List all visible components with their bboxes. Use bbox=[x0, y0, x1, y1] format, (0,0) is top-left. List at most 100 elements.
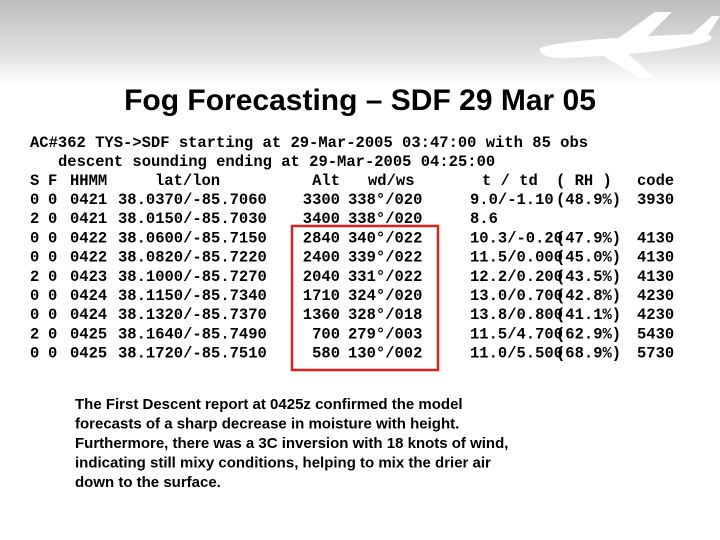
table-cell: 10.3/-0.20 bbox=[470, 229, 563, 247]
table-cell: (42.8%) bbox=[556, 287, 621, 305]
table-cell: 2 bbox=[30, 268, 39, 286]
table-cell: 38.0150/-85.7030 bbox=[118, 210, 267, 228]
table-cell: 4130 bbox=[637, 268, 674, 286]
table-cell: 2040 bbox=[303, 268, 340, 286]
table-cell: 338°/020 bbox=[348, 210, 422, 228]
table-cell: 9.0/-1.10 bbox=[470, 191, 554, 209]
table-cell: 580 bbox=[312, 345, 340, 363]
table-cell: 38.1150/-85.7340 bbox=[118, 287, 267, 305]
table-cell: (43.5%) bbox=[556, 268, 621, 286]
table-cell: 331°/022 bbox=[348, 268, 422, 286]
table-cell: 4130 bbox=[637, 229, 674, 247]
paragraph-line: down to the surface. bbox=[75, 474, 221, 491]
table-cell: 4230 bbox=[637, 306, 674, 324]
table-cell: 13.0/0.700 bbox=[470, 287, 563, 305]
table-header-cell: code bbox=[637, 172, 674, 190]
table-cell: 13.8/0.800 bbox=[470, 306, 563, 324]
table-cell: 38.0600/-85.7150 bbox=[118, 229, 267, 247]
table-cell: 38.1720/-85.7510 bbox=[118, 345, 267, 363]
table-header-cell: ( RH ) bbox=[556, 172, 612, 190]
table-cell: 0 bbox=[48, 268, 57, 286]
table-cell: 11.5/4.700 bbox=[470, 325, 563, 343]
table-cell: (68.9%) bbox=[556, 345, 621, 363]
intro-line: descent sounding ending at 29-Mar-2005 0… bbox=[58, 153, 495, 171]
table-cell: 0421 bbox=[70, 191, 107, 209]
table-cell: 0 bbox=[48, 249, 57, 267]
table-cell: 3930 bbox=[637, 191, 674, 209]
table-cell: 0 bbox=[48, 210, 57, 228]
table-cell: 0 bbox=[30, 191, 39, 209]
table-cell: 0422 bbox=[70, 249, 107, 267]
table-cell: 338°/020 bbox=[348, 191, 422, 209]
table-header-cell: wd/ws bbox=[368, 172, 415, 190]
table-header-cell: S bbox=[30, 172, 39, 190]
table-cell: 0 bbox=[48, 287, 57, 305]
table-cell: 0 bbox=[30, 287, 39, 305]
table-cell: 0425 bbox=[70, 345, 107, 363]
table-cell: 0 bbox=[30, 249, 39, 267]
table-header-cell: HHMM bbox=[70, 172, 107, 190]
table-cell: 340°/022 bbox=[348, 229, 422, 247]
table-cell: (41.1%) bbox=[556, 306, 621, 324]
table-cell: 11.0/5.500 bbox=[470, 345, 563, 363]
table-cell: 0424 bbox=[70, 306, 107, 324]
table-header-cell: t / td bbox=[482, 172, 538, 190]
paragraph-line: indicating still mixy conditions, helpin… bbox=[75, 455, 491, 472]
table-cell: (47.9%) bbox=[556, 229, 621, 247]
intro-line: AC#362 TYS->SDF starting at 29-Mar-2005 … bbox=[30, 134, 588, 152]
table-cell: 38.1640/-85.7490 bbox=[118, 325, 267, 343]
table-cell: 11.5/0.000 bbox=[470, 249, 563, 267]
table-cell: 700 bbox=[312, 325, 340, 343]
table-cell: 38.1320/-85.7370 bbox=[118, 306, 267, 324]
table-cell: 328°/018 bbox=[348, 306, 422, 324]
table-cell: 0421 bbox=[70, 210, 107, 228]
table-cell: 1360 bbox=[303, 306, 340, 324]
table-cell: (62.9%) bbox=[556, 325, 621, 343]
table-cell: 38.0820/-85.7220 bbox=[118, 249, 267, 267]
title: Fog Forecasting – SDF 29 Mar 05 bbox=[124, 84, 596, 117]
table-cell: 0 bbox=[48, 191, 57, 209]
table-cell: 324°/020 bbox=[348, 287, 422, 305]
table-cell: 38.1000/-85.7270 bbox=[118, 268, 267, 286]
table-cell: 0 bbox=[48, 345, 57, 363]
table-cell: 279°/003 bbox=[348, 325, 422, 343]
table-cell: 0 bbox=[48, 306, 57, 324]
table-cell: 130°/002 bbox=[348, 345, 422, 363]
table-cell: 0424 bbox=[70, 287, 107, 305]
table-cell: 0425 bbox=[70, 325, 107, 343]
table-cell: (45.0%) bbox=[556, 249, 621, 267]
table-header-cell: lat/lon bbox=[155, 172, 220, 190]
highlight-box bbox=[290, 224, 440, 372]
table-header-cell: F bbox=[48, 172, 57, 190]
table-cell: 3400 bbox=[303, 210, 340, 228]
table-cell: 1710 bbox=[303, 287, 340, 305]
table-cell: (48.9%) bbox=[556, 191, 621, 209]
table-cell: 339°/022 bbox=[348, 249, 422, 267]
table-cell: 0 bbox=[30, 229, 39, 247]
table-cell: 5430 bbox=[637, 325, 674, 343]
table-cell: 0422 bbox=[70, 229, 107, 247]
table-cell: 0 bbox=[30, 345, 39, 363]
table-cell: 4130 bbox=[637, 249, 674, 267]
table-cell: 3300 bbox=[303, 191, 340, 209]
table-cell: 12.2/0.200 bbox=[470, 268, 563, 286]
table-cell: 38.0370/-85.7060 bbox=[118, 191, 267, 209]
table-cell: 2400 bbox=[303, 249, 340, 267]
paragraph-line: The First Descent report at 0425z confir… bbox=[75, 396, 463, 413]
table-cell: 0423 bbox=[70, 268, 107, 286]
table-cell: 0 bbox=[48, 229, 57, 247]
table-cell: 2 bbox=[30, 325, 39, 343]
table-cell: 0 bbox=[30, 306, 39, 324]
table-cell: 4230 bbox=[637, 287, 674, 305]
table-cell: 8.6 bbox=[470, 210, 498, 228]
table-cell: 2840 bbox=[303, 229, 340, 247]
table-cell: 0 bbox=[48, 325, 57, 343]
table-header-cell: Alt bbox=[312, 172, 340, 190]
table-cell: 2 bbox=[30, 210, 39, 228]
table-cell: 5730 bbox=[637, 345, 674, 363]
paragraph-line: Furthermore, there was a 3C inversion wi… bbox=[75, 435, 508, 452]
plane-icon bbox=[539, 12, 720, 78]
paragraph-line: forecasts of a sharp decrease in moistur… bbox=[75, 416, 459, 433]
